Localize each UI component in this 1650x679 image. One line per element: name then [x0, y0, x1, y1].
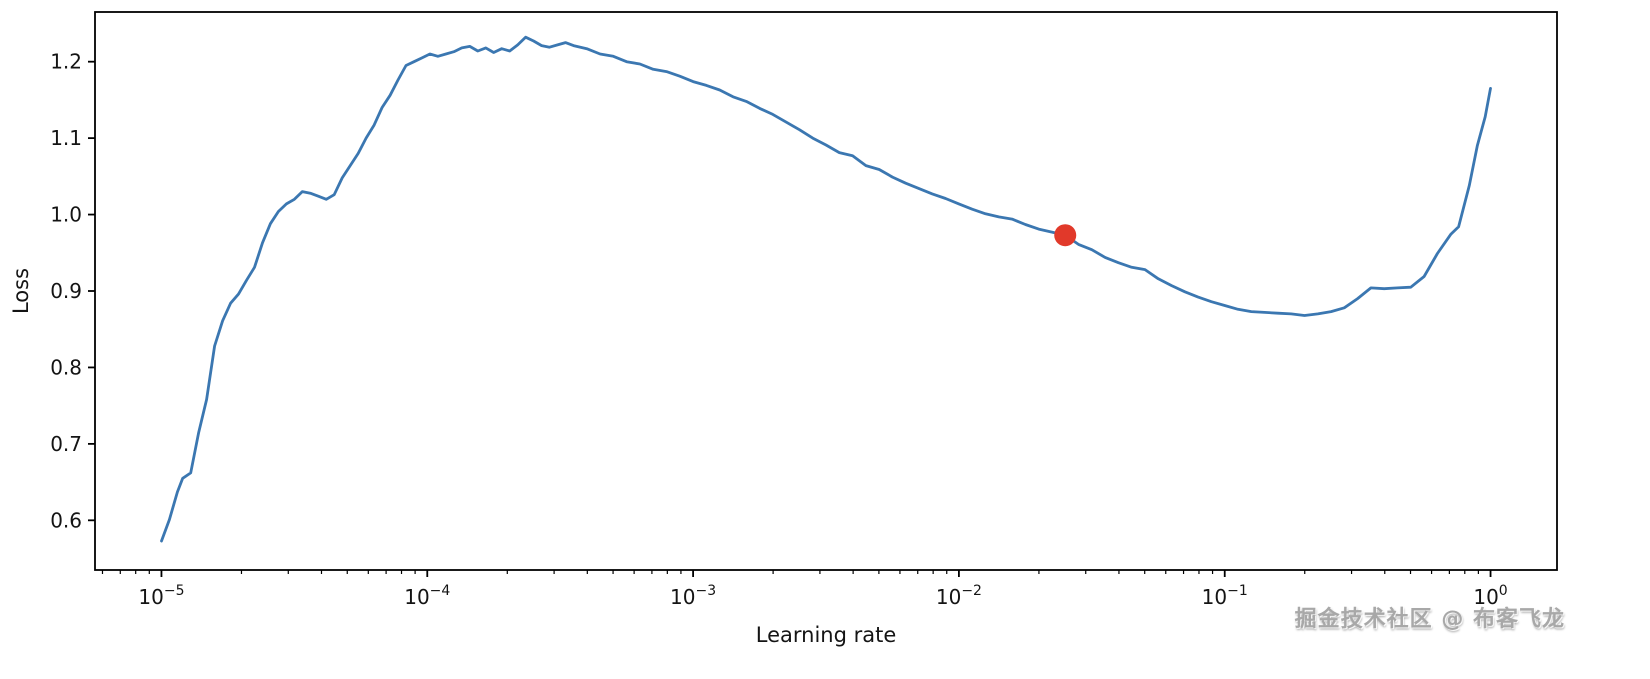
y-tick-label: 1.1: [50, 126, 82, 150]
x-tick-label: 10−2: [936, 583, 982, 609]
loss-curve: [160, 35, 1492, 543]
y-axis-label: Loss: [9, 268, 33, 314]
x-tick-label: 10−5: [138, 583, 184, 609]
y-tick-label: 0.6: [50, 508, 82, 532]
x-tick-label: 100: [1473, 583, 1507, 609]
x-tick-label: 10−1: [1202, 583, 1248, 609]
x-tick-label: 10−4: [404, 583, 450, 609]
y-tick-label: 0.9: [50, 279, 82, 303]
y-tick-label: 0.8: [50, 355, 82, 379]
x-tick-label: 10−3: [670, 583, 716, 609]
watermark: 掘金技术社区 @ 布客飞龙: [1294, 607, 1565, 632]
y-tick-label: 1.2: [50, 50, 82, 74]
y-tick-label: 1.0: [50, 203, 82, 227]
x-axis-label: Learning rate: [756, 623, 897, 647]
x-axis: 10−5 10−4 10−3 10−2 10−1 100: [101, 570, 1508, 609]
y-tick-label: 0.7: [50, 432, 82, 456]
y-axis: 0.6 0.7 0.8 0.9 1.0 1.1 1.2: [50, 50, 95, 532]
plot-border: [94, 11, 1558, 571]
suggested-lr-marker: [1054, 224, 1077, 247]
